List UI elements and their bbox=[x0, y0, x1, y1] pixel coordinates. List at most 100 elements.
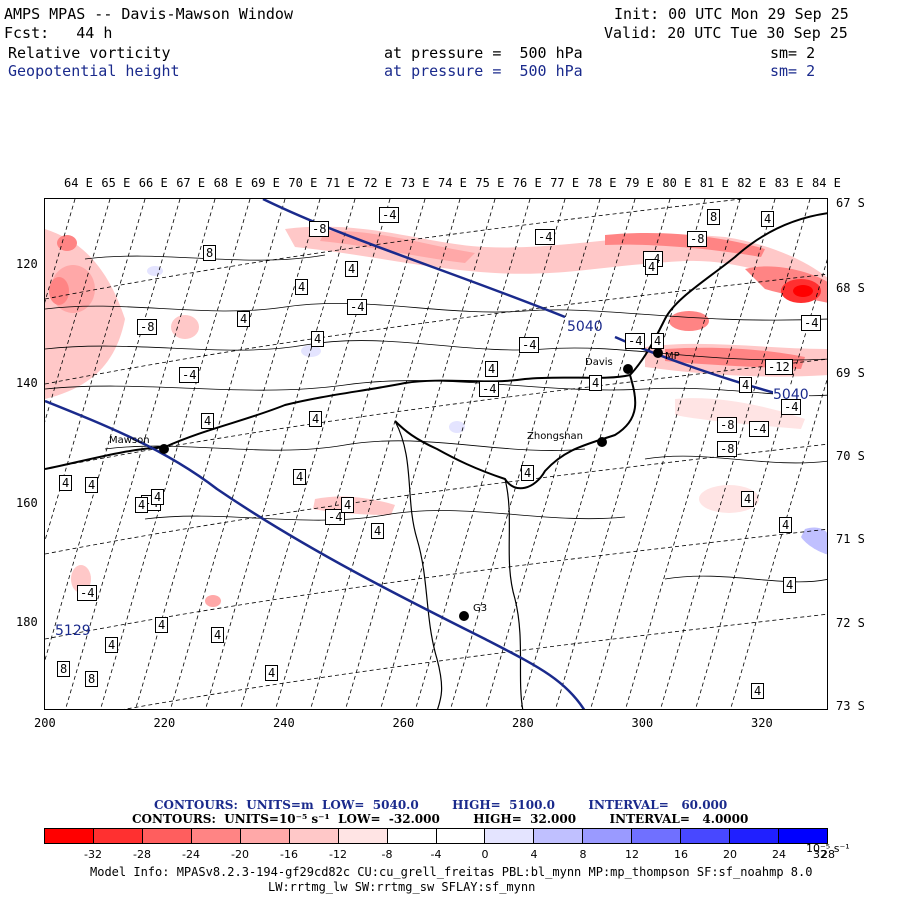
colorbar-tick: 8 bbox=[579, 848, 587, 861]
valid-time: Valid: 20 UTC Tue 30 Sep 25 bbox=[604, 24, 848, 42]
chart-title: AMPS MPAS -- Davis-Mawson Window bbox=[4, 5, 293, 23]
g3-station-marker[interactable] bbox=[459, 611, 469, 621]
contour-value-label: -8 bbox=[687, 231, 708, 247]
lon-label: 76 E bbox=[512, 176, 542, 190]
contour-value-label: -4 bbox=[801, 315, 822, 331]
davis-station-marker[interactable] bbox=[623, 364, 633, 374]
colorbar-tick: 4 bbox=[530, 848, 538, 861]
contour-value-label: 4 bbox=[589, 375, 603, 391]
lat-label: 72 S bbox=[836, 616, 865, 630]
lat-label: 69 S bbox=[836, 366, 865, 380]
contour-value-label: -4 bbox=[625, 333, 646, 349]
meridian-line bbox=[275, 199, 426, 709]
contour-value-label: 8 bbox=[57, 661, 71, 677]
field2-pressure: at pressure = 500 hPa bbox=[384, 62, 583, 80]
meridian-line bbox=[380, 199, 531, 709]
contour-value-label: -12 bbox=[765, 359, 793, 375]
meridian-line bbox=[730, 378, 827, 709]
map-graphics bbox=[45, 199, 827, 709]
parallel-line bbox=[45, 273, 827, 385]
lon-label: 65 E bbox=[101, 176, 131, 190]
map-panel[interactable]: 5040 5040 5129 Mawson Davis Zhongshan G3… bbox=[44, 198, 828, 710]
contour-value-label: 4 bbox=[345, 261, 359, 277]
colorbar-swatch bbox=[681, 829, 731, 843]
contour-value-label: -4 bbox=[519, 337, 540, 353]
meridian-line bbox=[345, 199, 496, 709]
x-tick: 300 bbox=[631, 716, 654, 730]
contour-value-label: -4 bbox=[347, 299, 368, 315]
field1-name: Relative vorticity bbox=[8, 44, 171, 62]
contour-value-label: 4 bbox=[155, 617, 169, 633]
colorbar-swatch bbox=[45, 829, 94, 843]
contour-value-label: -8 bbox=[717, 441, 738, 457]
colorbar-tick: -16 bbox=[280, 848, 298, 861]
model-info-physics: LW:rrtmg_lw SW:rrtmg_sw SFLAY:sf_mynn bbox=[268, 880, 536, 894]
field2-name: Geopotential height bbox=[8, 62, 180, 80]
zhongshan-station-label: Zhongshan bbox=[527, 431, 584, 442]
mp-station-marker[interactable] bbox=[653, 348, 663, 358]
colorbar-tick: 32 bbox=[813, 848, 827, 861]
field1-pressure: at pressure = 500 hPa bbox=[384, 44, 583, 62]
colorbar-swatch bbox=[583, 829, 633, 843]
lon-label: 64 E bbox=[64, 176, 93, 190]
y-tick: 180 bbox=[16, 615, 38, 629]
contour-value-label: 4 bbox=[237, 311, 251, 327]
parallel-line bbox=[45, 443, 827, 555]
lon-label: 80 E bbox=[662, 176, 692, 190]
meridian-line bbox=[520, 199, 671, 709]
meridian-line bbox=[240, 199, 391, 709]
lon-label: 72 E bbox=[363, 176, 393, 190]
colorbar-swatch bbox=[485, 829, 535, 843]
lon-label: 67 E bbox=[176, 176, 206, 190]
y-tick: 120 bbox=[16, 257, 38, 271]
lon-label: 79 E bbox=[625, 176, 654, 190]
mawson-station-marker[interactable] bbox=[159, 444, 169, 454]
contour-value-label: -4 bbox=[179, 367, 200, 383]
contour-value-label: 4 bbox=[105, 637, 119, 653]
meridian-line bbox=[65, 199, 216, 709]
lat-label: 73 S bbox=[836, 699, 865, 713]
meridian-line bbox=[695, 259, 827, 709]
meridian-line bbox=[485, 199, 636, 709]
contour-value-label: 4 bbox=[761, 211, 775, 227]
mp-station-label: MP bbox=[665, 351, 680, 362]
contour-value-label: 4 bbox=[751, 683, 765, 699]
colorbar-tick: -20 bbox=[231, 848, 249, 861]
x-tick: 220 bbox=[153, 716, 176, 730]
colorbar-tick: -4 bbox=[430, 848, 442, 861]
colorbar-swatch bbox=[387, 829, 437, 843]
g3-station-label: G3 bbox=[473, 603, 488, 614]
meridian-line bbox=[625, 199, 776, 709]
contour-value-label: -8 bbox=[717, 417, 738, 433]
contour-value-label: -4 bbox=[77, 585, 98, 601]
meridian-line bbox=[450, 199, 601, 709]
meridian-line bbox=[45, 199, 146, 542]
height-label-5129: 5129 bbox=[55, 623, 91, 639]
contour-value-label: 4 bbox=[151, 489, 165, 505]
contour-value-label: -8 bbox=[309, 221, 330, 237]
lon-label: 82 E bbox=[737, 176, 767, 190]
contour-value-label: 4 bbox=[783, 577, 797, 593]
colorbar-tick: 20 bbox=[723, 848, 737, 861]
colorbar-swatch bbox=[289, 829, 339, 843]
colorbar-swatch bbox=[436, 829, 486, 843]
colorbar-swatch bbox=[191, 829, 241, 843]
colorbar-swatch bbox=[632, 829, 682, 843]
meridian-line bbox=[555, 199, 706, 709]
contour-value-label: 4 bbox=[211, 627, 225, 643]
model-info: Model Info: MPASv8.2.3-194-gf29cd82c CU:… bbox=[90, 865, 813, 879]
colorbar-tick: 0 bbox=[481, 848, 489, 861]
meridian-line bbox=[205, 199, 356, 709]
zhongshan-station-marker[interactable] bbox=[597, 437, 607, 447]
colorbar-tick: -28 bbox=[133, 848, 151, 861]
davis-station-label: Davis bbox=[585, 357, 613, 368]
contour-value-label: 4 bbox=[311, 331, 325, 347]
vorticity-contour-info: CONTOURS: UNITS=10⁻⁵ s⁻¹ LOW= -32.000 HI… bbox=[132, 812, 749, 826]
colorbar-tick: -32 bbox=[84, 848, 102, 861]
contour-value-label: 4 bbox=[371, 523, 385, 539]
init-time: Init: 00 UTC Mon 29 Sep 25 bbox=[614, 5, 849, 23]
contour-value-label: 4 bbox=[485, 361, 499, 377]
contour-value-label: 4 bbox=[59, 475, 73, 491]
lon-label: 68 E bbox=[213, 176, 243, 190]
colorbar-swatch bbox=[240, 829, 290, 843]
